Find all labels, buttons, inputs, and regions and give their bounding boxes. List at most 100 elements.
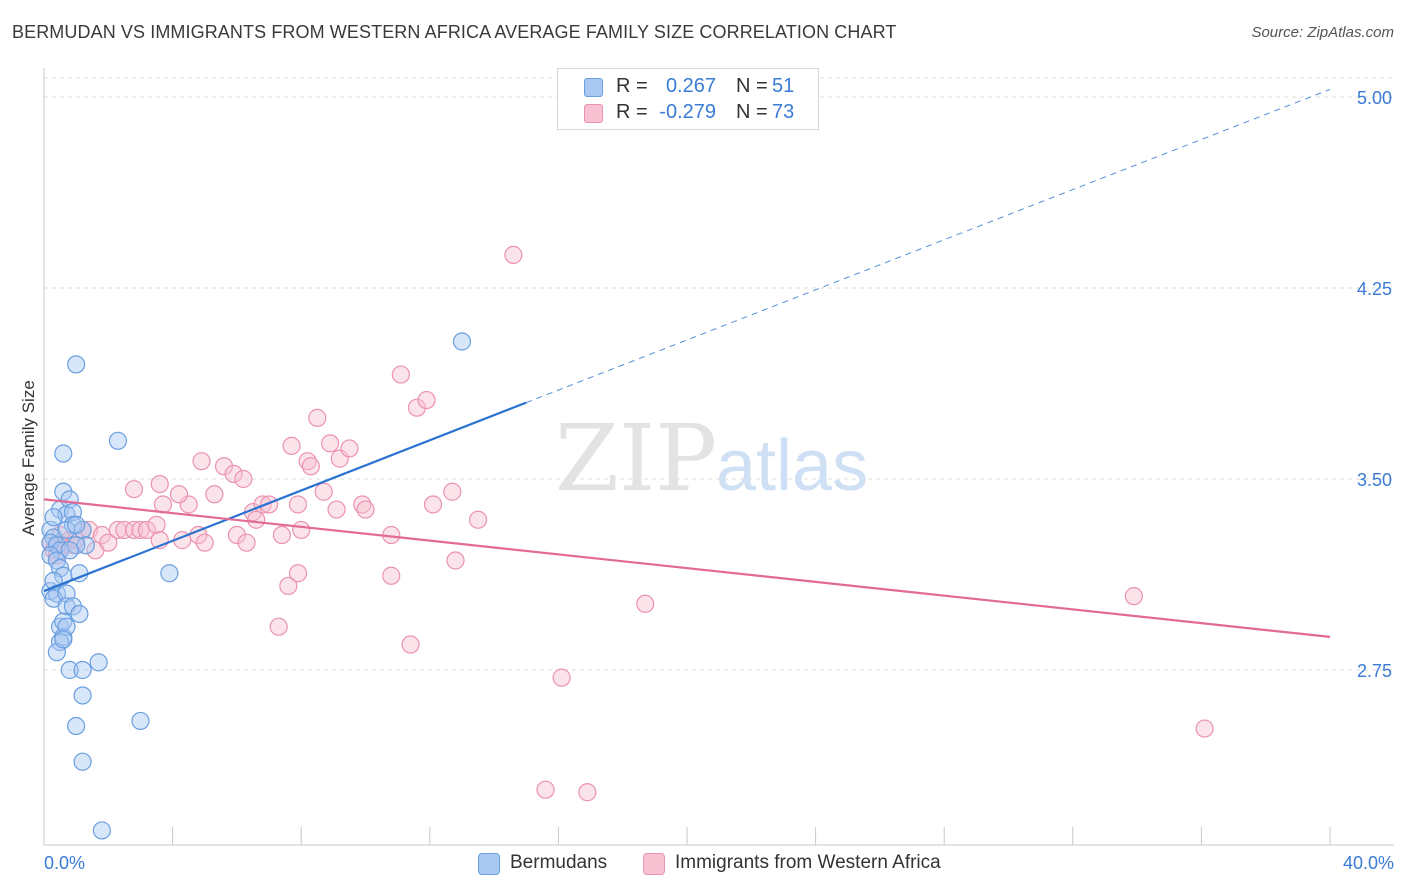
data-point-immigrants xyxy=(468,510,488,529)
trend-extension-bermudans xyxy=(526,88,1331,404)
chart-title: BERMUDAN VS IMMIGRANTS FROM WESTERN AFRI… xyxy=(12,22,897,42)
data-point-immigrants xyxy=(288,495,308,514)
data-point-immigrants xyxy=(195,533,214,552)
data-point-immigrants xyxy=(147,515,166,534)
data-point-bermudans xyxy=(54,612,73,631)
data-point-bermudans xyxy=(67,716,86,736)
data-point-immigrants xyxy=(321,434,340,453)
data-point-immigrants xyxy=(108,520,128,540)
y-tick-label: 2.75 xyxy=(1357,661,1392,681)
data-point-immigrants xyxy=(446,551,465,570)
data-point-immigrants xyxy=(92,525,111,545)
data-point-immigrants xyxy=(1195,719,1214,738)
immigrants-swatch-icon xyxy=(584,104,603,123)
r-label: R = xyxy=(616,75,648,97)
source-credit: Source: ZipAtlas.com xyxy=(1251,24,1394,41)
data-point-immigrants xyxy=(536,780,555,799)
data-point-bermudans xyxy=(89,653,108,672)
data-point-bermudans xyxy=(67,515,86,534)
data-point-immigrants xyxy=(356,500,375,519)
data-point-bermudans xyxy=(452,332,472,351)
data-point-bermudans xyxy=(160,564,179,583)
gridlines xyxy=(44,77,1394,671)
data-point-bermudans xyxy=(73,686,92,705)
n-label: N = xyxy=(736,75,768,97)
n-value: 73 xyxy=(772,101,795,123)
data-point-immigrants xyxy=(401,635,420,654)
bermudans-swatch-icon xyxy=(584,78,603,97)
data-point-immigrants xyxy=(1124,587,1143,606)
data-point-immigrants xyxy=(99,533,118,552)
data-point-bermudans xyxy=(73,660,92,680)
data-point-immigrants xyxy=(552,668,571,687)
data-point-immigrants xyxy=(124,520,144,540)
data-point-immigrants xyxy=(279,576,298,596)
data-point-bermudans xyxy=(50,541,70,560)
r-value: 0.267 xyxy=(665,75,716,97)
data-point-bermudans xyxy=(54,482,73,501)
r-label: R = xyxy=(616,101,648,123)
y-tick-label: 5.00 xyxy=(1357,88,1392,108)
tick-labels: 5.00 4.25 3.50 2.75 0.0% 40.0% xyxy=(44,88,1394,873)
data-point-bermudans xyxy=(131,711,150,731)
watermark: ZIP atlas xyxy=(555,405,868,512)
data-point-immigrants xyxy=(150,474,169,494)
data-point-immigrants xyxy=(192,452,211,471)
y-tick-label: 3.50 xyxy=(1357,470,1392,490)
data-point-immigrants xyxy=(301,457,320,476)
axes xyxy=(43,68,1394,846)
watermark-zip: ZIP xyxy=(555,405,717,512)
series-legend: Bermudans Immigrants from Western Africa xyxy=(0,852,1406,878)
data-point-immigrants xyxy=(124,480,144,499)
data-point-immigrants xyxy=(443,482,462,501)
immigrants-swatch-icon xyxy=(643,853,665,875)
watermark-atlas: atlas xyxy=(716,426,868,506)
bermudans-swatch-icon xyxy=(478,853,500,875)
data-point-immigrants xyxy=(247,510,266,529)
data-point-immigrants xyxy=(292,520,311,540)
data-point-bermudans xyxy=(92,821,111,840)
data-point-immigrants xyxy=(115,520,134,540)
data-point-bermudans xyxy=(76,536,95,555)
data-point-immigrants xyxy=(327,500,346,519)
x-tick-label: 40.0% xyxy=(1343,853,1394,873)
data-point-immigrants xyxy=(259,495,279,514)
data-point-bermudans xyxy=(50,632,70,652)
data-point-immigrants xyxy=(234,469,253,489)
data-point-bermudans xyxy=(54,630,73,649)
trend-line-bermudans xyxy=(43,401,527,593)
data-point-bermudans xyxy=(44,508,63,527)
r-value: -0.279 xyxy=(659,101,716,123)
data-point-bermudans xyxy=(108,431,128,450)
x-tick-label: 0.0% xyxy=(44,853,85,873)
data-point-immigrants xyxy=(205,485,224,504)
data-point-immigrants xyxy=(214,457,234,476)
data-point-immigrants xyxy=(382,566,401,585)
data-point-immigrants xyxy=(407,398,427,417)
data-point-immigrants xyxy=(391,365,410,384)
data-point-immigrants xyxy=(169,485,189,504)
data-point-immigrants xyxy=(282,436,301,455)
data-point-immigrants xyxy=(237,533,256,552)
correlation-legend: R = 0.267 N = 51 R = -0.279 N = 73 xyxy=(557,68,819,130)
data-point-bermudans xyxy=(70,604,89,624)
data-point-bermudans xyxy=(73,752,92,771)
data-point-bermudans xyxy=(54,444,73,463)
data-point-immigrants xyxy=(504,245,523,264)
data-point-immigrants xyxy=(353,495,372,514)
data-point-immigrants xyxy=(308,408,327,427)
data-point-immigrants xyxy=(137,520,156,540)
legend-label: Immigrants from Western Africa xyxy=(675,852,941,873)
data-point-bermudans xyxy=(60,660,79,680)
legend-label: Bermudans xyxy=(510,852,608,873)
data-point-immigrants xyxy=(224,464,243,484)
data-point-immigrants xyxy=(227,525,246,545)
data-point-immigrants xyxy=(298,452,317,471)
trend-line-immigrants xyxy=(43,498,1331,638)
data-point-immigrants xyxy=(314,482,333,501)
data-point-bermudans xyxy=(60,541,79,560)
trend-lines xyxy=(43,88,1331,638)
data-point-bermudans xyxy=(57,520,76,540)
n-label: N = xyxy=(736,101,768,123)
